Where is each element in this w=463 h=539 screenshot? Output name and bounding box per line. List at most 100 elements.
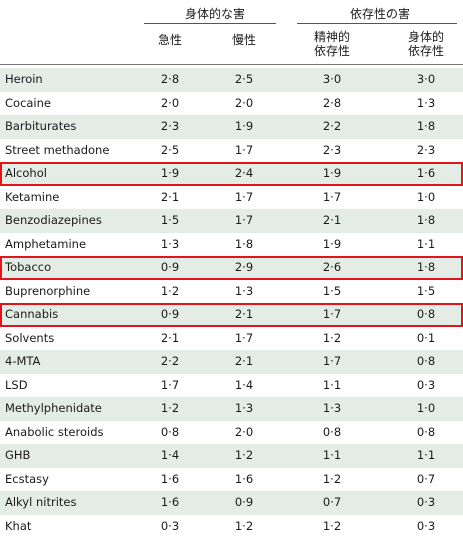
drug-name: Buprenorphine [5,283,91,298]
psychological-dependence-value: 1·1 [322,448,342,462]
column-header-physical-dependence: 身体的 依存性 [407,30,444,58]
chronic-value: 1·7 [234,142,254,157]
table-row: Buprenorphine 1·2 1·3 1·5 1·5 [0,280,463,304]
table-row: Alkyl nitrites 1·6 0·9 0·7 0·3 [0,491,463,515]
physical-dependence-value: 0·8 [416,307,436,321]
psychological-dependence-value: 1·9 [322,166,342,180]
table-row: Ketamine 2·1 1·7 1·7 1·0 [0,186,463,210]
physical-dependence-value: 1·0 [416,189,436,204]
table-row: Barbiturates 2·3 1·9 2·2 1·8 [0,115,463,139]
drug-name: Benzodiazepines [5,213,102,227]
acute-value: 1·2 [160,401,180,415]
acute-value: 0·3 [160,518,180,533]
table-row: Benzodiazepines 1·5 1·7 2·1 1·8 [0,209,463,233]
drug-name: Cocaine [5,95,51,110]
table-row: Cannabis 0·9 2·1 1·7 0·8 [0,303,463,327]
chronic-value: 2·9 [234,260,254,274]
acute-value: 2·8 [160,72,180,86]
physical-dependence-value: 1·1 [416,448,436,462]
psychological-dependence-value: 1·2 [322,471,342,486]
table-row: Solvents 2·1 1·7 1·2 0·1 [0,327,463,351]
psychological-dependence-value: 1·3 [322,401,342,415]
physical-dependence-value: 0·1 [416,330,436,345]
psychological-dependence-value: 1·2 [322,330,342,345]
physical-dependence-value: 1·6 [416,166,436,180]
psychological-dependence-value: 1·9 [322,236,342,251]
psychological-dependence-value: 2·6 [322,260,342,274]
table-row: 4-MTA 2·2 2·1 1·7 0·8 [0,350,463,374]
psychological-dependence-value: 1·7 [322,354,342,368]
drug-name: Solvents [5,330,55,345]
chronic-value: 1·7 [234,189,254,204]
psychological-dependence-value: 1·5 [322,283,342,298]
chronic-value: 2·1 [234,307,254,321]
drug-name: Ecstasy [5,471,49,486]
chronic-value: 1·3 [234,283,254,298]
acute-value: 1·7 [160,377,180,392]
acute-value: 2·1 [160,330,180,345]
chronic-value: 0·9 [234,495,254,509]
group-underline-dependence [297,23,457,24]
table-row: Heroin 2·8 2·5 3·0 3·0 [0,68,463,92]
drug-name: Amphetamine [5,236,87,251]
acute-value: 2·3 [160,119,180,133]
physical-dependence-value: 0·3 [416,495,436,509]
chronic-value: 2·4 [234,166,254,180]
table-header: 身体的な害 依存性の害 急性 慢性 精神的 依存性 身体的 依存性 [0,0,463,65]
drug-name: Khat [5,518,32,533]
column-header-chronic: 慢性 [231,33,256,47]
acute-value: 0·9 [160,307,180,321]
acute-value: 0·8 [160,424,180,439]
chronic-value: 1·2 [234,518,254,533]
acute-value: 1·3 [160,236,180,251]
acute-value: 1·6 [160,495,180,509]
table-body: Heroin 2·8 2·5 3·0 3·0 Cocaine 2·0 2·0 2·8 1·3 Bar… [0,68,463,538]
drug-name: Ketamine [5,189,60,204]
column-header-psychological-dependence: 精神的 依存性 [313,30,350,58]
header-divider [0,64,463,65]
physical-dependence-value: 1·5 [416,283,436,298]
acute-value: 1·9 [160,166,180,180]
table-row: Methylphenidate 1·2 1·3 1·3 1·0 [0,397,463,421]
acute-value: 2·2 [160,354,180,368]
table-row: Alcohol 1·9 2·4 1·9 1·6 [0,162,463,186]
table-row: Tobacco 0·9 2·9 2·6 1·8 [0,256,463,280]
drug-name: Heroin [5,72,43,86]
drug-name: Barbiturates [5,119,77,133]
psychological-dependence-value: 1·7 [322,307,342,321]
physical-dependence-value: 3·0 [416,72,436,86]
acute-value: 1·6 [160,471,180,486]
chronic-value: 1·2 [234,448,254,462]
column-header-acute: 急性 [157,33,182,47]
psychological-dependence-value: 2·1 [322,213,342,227]
acute-value: 0·9 [160,260,180,274]
acute-value: 2·0 [160,95,180,110]
drug-name: Street methadone [5,142,110,157]
physical-dependence-value: 1·8 [416,213,436,227]
psychological-dependence-value: 1·1 [322,377,342,392]
group-header-physical-harm: 身体的な害 [184,7,245,21]
psychological-dependence-value: 2·3 [322,142,342,157]
acute-value: 1·2 [160,283,180,298]
physical-dependence-value: 0·8 [416,354,436,368]
table-row: Ecstasy 1·6 1·6 1·2 0·7 [0,468,463,492]
table-row: Khat 0·3 1·2 1·2 0·3 [0,515,463,539]
chronic-value: 1·3 [234,401,254,415]
acute-value: 1·4 [160,448,180,462]
physical-dependence-value: 0·7 [416,471,436,486]
table-row: Anabolic steroids 0·8 2·0 0·8 0·8 [0,421,463,445]
chronic-value: 1·7 [234,330,254,345]
psychological-dependence-value: 0·8 [322,424,342,439]
group-header-dependence-harm: 依存性の害 [349,7,410,21]
table-row: Amphetamine 1·3 1·8 1·9 1·1 [0,233,463,257]
chronic-value: 1·7 [234,213,254,227]
drug-name: Methylphenidate [5,401,102,415]
chronic-value: 1·4 [234,377,254,392]
physical-dependence-value: 1·0 [416,401,436,415]
psychological-dependence-value: 3·0 [322,72,342,86]
drug-name: Alcohol [5,166,47,180]
table-row: LSD 1·7 1·4 1·1 0·3 [0,374,463,398]
chronic-value: 2·1 [234,354,254,368]
physical-dependence-value: 0·8 [416,424,436,439]
drug-name: GHB [5,448,31,462]
